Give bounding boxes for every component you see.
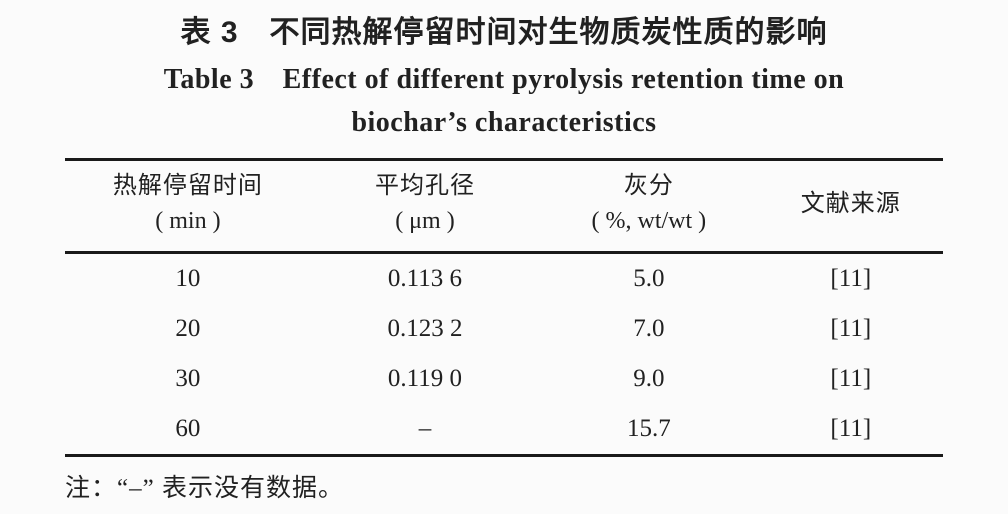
col-header-ash-unit: ( %, wt/wt ): [591, 208, 707, 235]
cell-ash: 7.0: [633, 314, 665, 342]
cell-ash: 9.0: [633, 364, 665, 392]
table-row: 10 0.113 6 5.0 [11]: [65, 252, 943, 304]
col-header-reference-name: 文献来源: [800, 190, 901, 217]
table-caption-en-line2: biochar’s characteristics: [351, 106, 657, 138]
cell-pore-diameter: 0.123 2: [387, 314, 463, 342]
table-caption-en-line1: Table 3 Effect of different pyrolysis re…: [163, 63, 845, 95]
cell-pore-diameter: 0.119 0: [387, 364, 462, 392]
cell-retention-time: 30: [175, 364, 201, 392]
table-row: 20 0.123 2 7.0 [11]: [65, 304, 943, 354]
cell-reference: [11]: [830, 364, 872, 392]
table-caption-en: Table 3 Effect of different pyrolysis re…: [0, 58, 1008, 145]
col-header-pore-diameter: 平均孔径 ( μm ): [311, 160, 539, 253]
col-header-reference: 文献来源: [759, 160, 943, 253]
cell-reference: [11]: [830, 414, 872, 442]
header-row: 热解停留时间 ( min ) 平均孔径 ( μm ) 灰分 ( %, wt/wt…: [65, 160, 943, 253]
cell-reference: [11]: [830, 314, 872, 342]
col-header-retention-time-unit: ( min ): [155, 208, 221, 235]
cell-ash: 15.7: [626, 414, 671, 442]
col-header-ash: 灰分 ( %, wt/wt ): [539, 160, 759, 253]
biochar-table: 热解停留时间 ( min ) 平均孔径 ( μm ) 灰分 ( %, wt/wt…: [65, 158, 943, 457]
table-footnote: 注：“–” 表示没有数据。: [65, 474, 344, 502]
col-header-retention-time: 热解停留时间 ( min ): [65, 160, 311, 253]
cell-pore-diameter: 0.113 6: [387, 264, 462, 292]
cell-ash: 5.0: [633, 264, 665, 292]
col-header-retention-time-name: 热解停留时间: [112, 173, 263, 200]
col-header-ash-name: 灰分: [623, 173, 674, 200]
table-row: 30 0.119 0 9.0 [11]: [65, 354, 943, 404]
table-caption-zh: 表 3 不同热解停留时间对生物质炭性质的影响: [180, 16, 828, 49]
cell-reference: [11]: [830, 264, 872, 292]
col-header-pore-diameter-unit: ( μm ): [395, 208, 455, 235]
cell-pore-diameter: –: [418, 414, 432, 442]
cell-retention-time: 20: [175, 314, 201, 342]
cell-retention-time: 10: [175, 264, 201, 292]
col-header-pore-diameter-name: 平均孔径: [374, 173, 475, 200]
cell-retention-time: 60: [175, 414, 201, 442]
table-row: 60 – 15.7 [11]: [65, 404, 943, 456]
